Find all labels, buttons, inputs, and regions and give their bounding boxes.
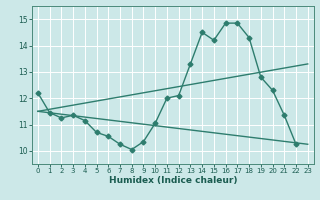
- X-axis label: Humidex (Indice chaleur): Humidex (Indice chaleur): [108, 176, 237, 185]
